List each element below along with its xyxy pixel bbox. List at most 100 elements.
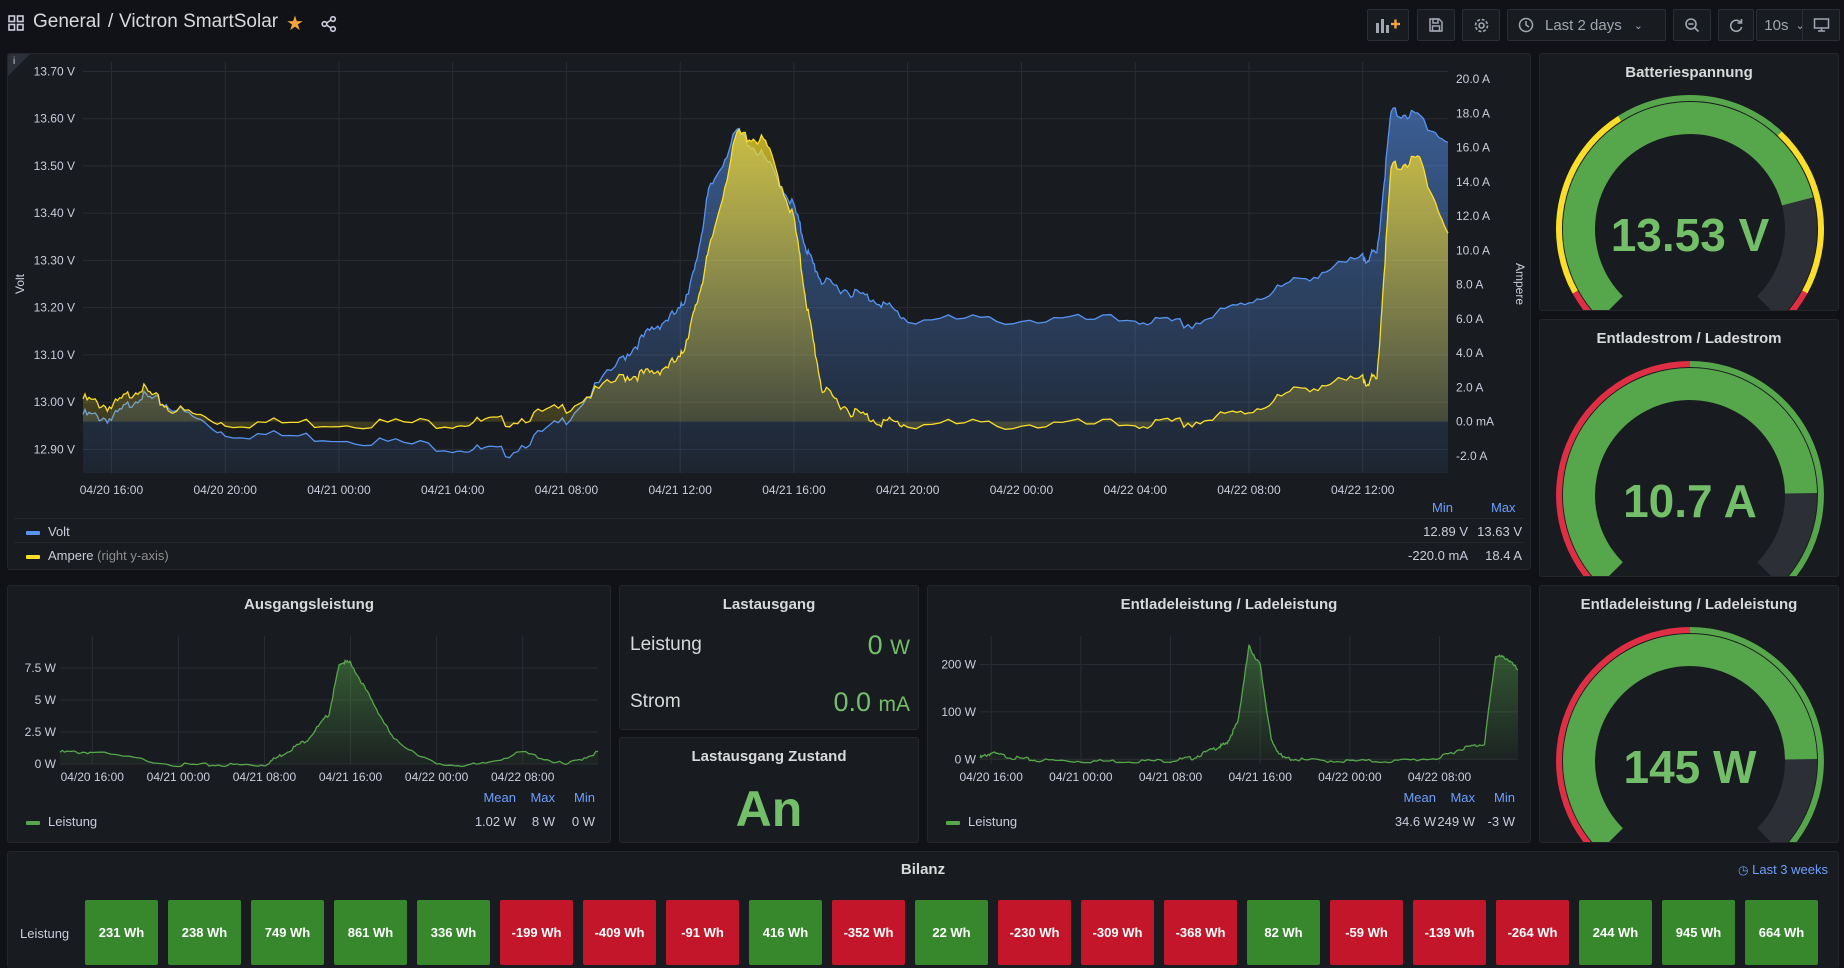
gauge-panel-batteriespannung: Batteriespannung 13.53 V [1539, 53, 1839, 311]
dashboard-title[interactable]: Victron SmartSolar [119, 11, 279, 32]
x-tick-label: 04/22 00:00 [990, 483, 1054, 497]
zoom-out-button[interactable] [1673, 9, 1711, 41]
legend-header-max: Max [1450, 790, 1475, 805]
panel-title: Entladeleistung / Ladeleistung [1580, 596, 1798, 613]
legend-item-volt[interactable]: Volt [26, 524, 70, 539]
save-dashboard-button[interactable] [1417, 9, 1455, 41]
y-tick-label: 5 W [35, 693, 57, 707]
legend-mean: 1.02 W [474, 814, 516, 829]
bilanz-tile: -139 Wh [1413, 900, 1486, 965]
series-leistung-line [979, 644, 1519, 764]
legend-volt-min: 12.89 V [1423, 524, 1468, 539]
y-right-tick-label: 2.0 A [1456, 380, 1483, 394]
series-leistung-area [980, 645, 1518, 763]
x-tick-label: 04/21 00:00 [307, 483, 371, 497]
x-tick-label: 04/22 08:00 [491, 770, 555, 784]
refresh-interval-label: 10s [1764, 16, 1789, 34]
volt-ampere-chart[interactable]: 13.70 V 13.60 V 13.50 V 13.40 V 13.30 V 13.20… [8, 54, 1531, 514]
bilanz-tile: 82 Wh [1247, 900, 1320, 965]
gauge-threshold-red [1556, 361, 1691, 576]
x-tick-label: 04/21 20:00 [876, 483, 940, 497]
bilanz-tile: 22 Wh [915, 900, 988, 965]
bilanz-tile: -59 Wh [1330, 900, 1403, 965]
y-left-tick-label: 13.30 V [34, 253, 75, 267]
bilanz-tile: 749 Wh [251, 900, 324, 965]
gauge-threshold-green [1689, 627, 1824, 842]
y-tick-label: 0 W [955, 752, 977, 766]
tv-mode-button[interactable] [1802, 9, 1840, 41]
panel-title: Lastausgang [722, 596, 816, 613]
gauge-threshold-yellow [1556, 115, 1622, 294]
time-override-label: Last 3 weeks [1752, 862, 1828, 877]
bilanz-tile: 861 Wh [334, 900, 407, 965]
share-icon[interactable] [320, 15, 338, 38]
panel-title: Batteriespannung [1625, 64, 1753, 81]
voltage-gauge: 13.53 V [1556, 94, 1824, 310]
x-tick-label: 04/20 20:00 [193, 483, 257, 497]
info-icon: i [13, 56, 16, 67]
clock-icon [1518, 17, 1534, 33]
y-tick-label: 200 W [941, 657, 976, 671]
x-tick-label: 04/20 16:00 [960, 770, 1024, 784]
legend-header-max: Max [530, 790, 555, 805]
legend-item-ampere[interactable]: Ampere (right y-axis) [26, 548, 169, 563]
gauge-threshold-red [1788, 290, 1808, 310]
series-ampere-area [83, 129, 1448, 430]
gauge-threshold-green [1689, 361, 1824, 576]
y-tick-label: 100 W [941, 705, 976, 719]
x-tick-label: 04/22 08:00 [1408, 770, 1472, 784]
legend-header-min: Min [1494, 790, 1515, 805]
save-icon [1429, 18, 1443, 32]
dashboards-grid-icon[interactable] [8, 15, 24, 31]
refresh-button[interactable] [1718, 9, 1754, 41]
y-tick-label: 2.5 W [25, 725, 57, 739]
x-tick-label: 04/21 04:00 [421, 483, 485, 497]
clock-icon: ◷ [1738, 863, 1749, 877]
settings-button[interactable] [1462, 9, 1500, 41]
bilanz-tile: 945 Wh [1662, 900, 1735, 965]
legend-divider [14, 518, 1524, 519]
star-icon[interactable]: ★ [286, 13, 304, 35]
bilanz-tile: -199 Wh [500, 900, 573, 965]
breadcrumb-separator: / [108, 11, 114, 32]
time-override-badge[interactable]: ◷ Last 3 weeks [1738, 862, 1828, 877]
y-tick-label: 0 W [35, 757, 57, 771]
gauge-fill [1563, 368, 1817, 576]
x-tick-label: 04/21 00:00 [147, 770, 211, 784]
volt-ampere-panel: i 13.70 V 13.60 V 13.50 V 13.40 V 13.30 V 13.… [7, 53, 1531, 570]
x-tick-label: 04/20 16:00 [80, 483, 144, 497]
y-right-tick-label: -2.0 A [1456, 449, 1487, 463]
x-tick-label: 04/22 08:00 [1217, 483, 1281, 497]
legend-header-mean: Mean [1403, 790, 1436, 805]
legend-min: 0 W [571, 814, 595, 829]
legend-ampere-max: 18.4 A [1485, 548, 1522, 563]
ladeleistung-chart[interactable]: 200 W 100 W 0 W 04/20 16:00 04/21 00:00 04/21… [928, 586, 1531, 786]
x-tick-label: 04/21 12:00 [648, 483, 712, 497]
legend-item-leistung[interactable]: Leistung [946, 814, 1017, 829]
gauge-fill [1563, 634, 1817, 842]
time-range-picker[interactable]: Last 2 days ⌄ [1507, 9, 1666, 41]
legend-header-min: Min [574, 790, 595, 805]
bilanz-tile: 416 Wh [749, 900, 822, 965]
legend-item-leistung[interactable]: Leistung [26, 814, 97, 829]
ausgangsleistung-chart[interactable]: 7.5 W 5 W 2.5 W 0 W 04/20 16:00 04/21 00:00 04… [8, 586, 611, 786]
breadcrumb-folder[interactable]: General [33, 11, 101, 32]
info-corner-icon[interactable] [8, 54, 30, 76]
stat-number: 0 [867, 630, 883, 660]
ladeleistung-panel: Entladeleistung / Ladeleistung 200 W 100 … [927, 585, 1531, 843]
x-tick-label: 04/21 16:00 [319, 770, 383, 784]
y-left-tick-label: 13.40 V [34, 206, 75, 220]
y-right-tick-label: 10.0 A [1456, 243, 1490, 257]
gauge-fill [1562, 102, 1813, 310]
panel-title: Entladeleistung / Ladeleistung [1120, 596, 1338, 613]
stat-label-leistung: Leistung [630, 634, 702, 655]
current-gauge: 10.7 A [1556, 361, 1824, 576]
panel-title: Bilanz [900, 861, 946, 878]
bilanz-tile: -91 Wh [666, 900, 739, 965]
legend-axis-hint: (right y-axis) [97, 548, 169, 563]
bilanz-row-label: Leistung [20, 926, 70, 941]
add-panel-button[interactable] [1367, 9, 1409, 41]
x-tick-label: 04/21 00:00 [1049, 770, 1113, 784]
y-right-tick-label: 14.0 A [1456, 175, 1490, 189]
bilanz-tile: 244 Wh [1579, 900, 1652, 965]
